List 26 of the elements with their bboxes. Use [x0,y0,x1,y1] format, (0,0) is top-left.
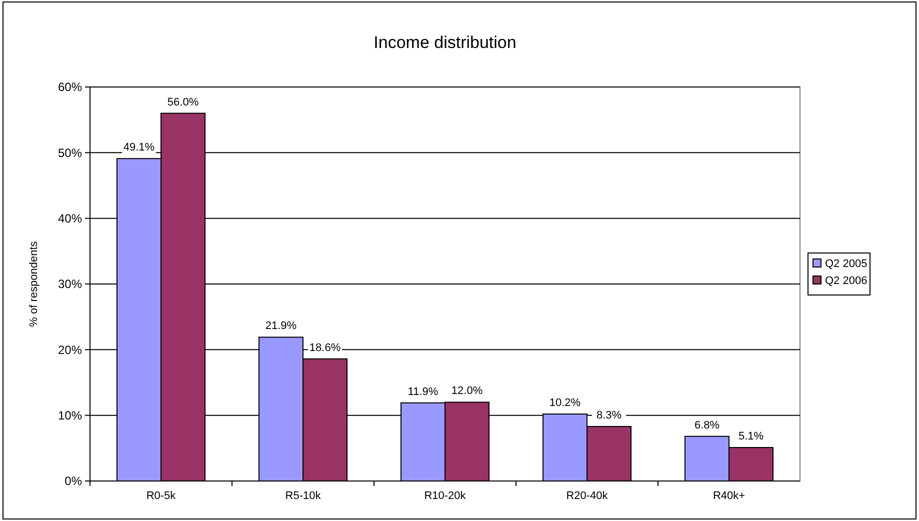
data-label: 8.3% [596,409,622,422]
chart-title: Income distribution [374,33,516,52]
data-label: 5.1% [738,430,764,443]
y-tick-label: 0% [64,474,82,488]
data-label: 49.1% [123,142,155,154]
data-label: 21.9% [265,320,297,332]
y-tick-label: 50% [58,146,82,160]
data-label: 10.2% [549,397,581,410]
y-axis-title: % of respondents [28,240,40,327]
legend-label: Q2 2005 [825,258,868,270]
legend-label: Q2 2006 [825,274,868,287]
x-tick-label: R5-10k [285,490,322,502]
data-label: 11.9% [408,386,438,398]
data-label: 56.0% [167,96,199,108]
y-tick-label: 30% [58,277,82,292]
data-label: 18.6% [309,342,341,354]
x-tick-label: R0-5k [146,490,176,502]
x-tick-label: R10-20k [424,490,466,502]
y-tick-label: 20% [58,342,82,357]
x-tick-label: R20-40k [566,490,608,502]
data-label: 12.0% [451,385,483,398]
data-label: 6.8% [694,419,720,432]
y-tick-label: 40% [58,212,82,226]
y-tick-label: 10% [58,408,82,423]
x-tick-label: R40k+ [712,490,746,502]
y-tick-label: 60% [58,80,82,94]
